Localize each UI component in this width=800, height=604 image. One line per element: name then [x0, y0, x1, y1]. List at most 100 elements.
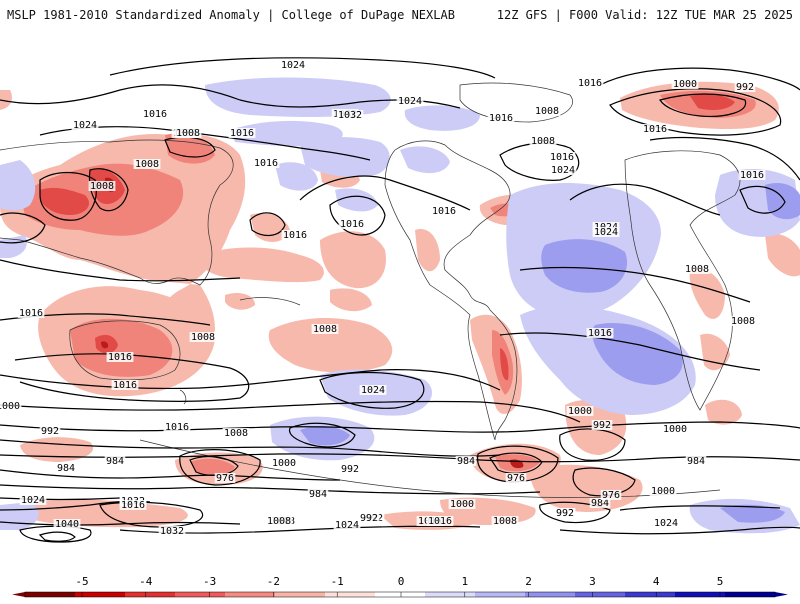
contour-label-bg [396, 96, 424, 106]
contour-label: 1016 [489, 113, 513, 124]
colorbar-segment [375, 592, 426, 597]
contour-label: 1000 [568, 406, 592, 417]
contour-label-bg [141, 109, 169, 119]
contour-label: 984 [57, 463, 75, 474]
contour-label: 992 [593, 420, 611, 431]
contour-label: 976 [602, 490, 620, 501]
contour-label-bg [589, 498, 611, 508]
contour-label: 1008 [224, 428, 248, 439]
contour-label-bg [359, 385, 387, 395]
colorbar-segment [725, 592, 776, 597]
contour-label: 1008 [535, 106, 559, 117]
contour-label-bg [189, 332, 217, 342]
contour-label-bg [88, 181, 116, 191]
contour-label-bg [106, 352, 134, 362]
colorbar-segment [575, 592, 626, 597]
contour-label: 976 [507, 473, 525, 484]
contour-label: 1040 [55, 519, 79, 530]
contour-label: 992 [736, 82, 754, 93]
colorbar-segment [425, 592, 476, 597]
contour-label-bg [455, 456, 477, 466]
contour-label: 984 [309, 489, 327, 500]
contour-label-bg [163, 422, 191, 432]
contour-label: 1000 [272, 458, 296, 469]
contour-label: 984 [457, 456, 475, 467]
contour-label-bg [339, 464, 361, 474]
contour-labels: 1024 1016 1032 1024 1016 1008 1024 1016 1008 1016… [0, 60, 766, 537]
colorbar-segment [475, 592, 526, 597]
contour-label: 1016 [740, 170, 764, 181]
contour-label-bg [566, 406, 594, 416]
contour-label-bg [491, 516, 519, 526]
contour-label: 1016 [143, 109, 167, 120]
colorbar-tick-label: 5 [717, 575, 724, 588]
contour-label: 1008 [90, 181, 114, 192]
colorbar-segment [325, 592, 376, 597]
contour-label: 1016 [121, 500, 145, 511]
contour-label-bg [119, 500, 147, 510]
contour-label-bg [661, 424, 689, 434]
contour-label-bg [0, 401, 22, 411]
positive-anomaly-shading [0, 77, 800, 534]
contour-label: 992 [556, 508, 574, 519]
contour-label: 1024 [551, 165, 575, 176]
contour-label-bg [549, 165, 577, 175]
contour-label-bg [729, 316, 757, 326]
contour-label-bg [104, 456, 126, 466]
contour-label: 1016 [550, 152, 574, 163]
contour-label: 1024 [398, 96, 422, 107]
map-title: MSLP 1981-2010 Standardized Anomaly | Co… [7, 8, 455, 22]
contour-label: 1000 [0, 401, 20, 412]
contour-label-bg [133, 159, 161, 169]
coastlines [0, 82, 741, 498]
contour-label: 1024 [281, 60, 305, 71]
contour-label: 984 [687, 456, 705, 467]
contour-label: 1016 [19, 308, 43, 319]
contour-label-bg [533, 106, 561, 116]
model-run-title: 12Z GFS | F000 Valid: 12Z TUE MAR 25 202… [496, 8, 793, 22]
contour-label: 1008 [731, 316, 755, 327]
contour-label: 1000 [450, 499, 474, 510]
contour-label-bg [734, 82, 756, 92]
contour-label: 1016 [113, 380, 137, 391]
contour-label-bg [55, 463, 77, 473]
contour-label-bg [738, 170, 766, 180]
contour-label-bg [685, 456, 707, 466]
contour-label: 1016 [578, 78, 602, 89]
contour-label: 1016 [230, 128, 254, 139]
colorbar-segment [625, 592, 676, 597]
contour-label: 1016 [643, 124, 667, 135]
contour-label-bg [591, 420, 613, 430]
contour-label: 1008 [685, 264, 709, 275]
contour-label-bg [214, 473, 236, 483]
colorbar-segment [675, 592, 726, 597]
contour-label: 1016 [254, 158, 278, 169]
contour-label-bg [641, 124, 669, 134]
contour-label-bg [358, 513, 380, 523]
contour-label-bg [554, 508, 576, 518]
colorbar-segment [525, 592, 576, 597]
contour-label-bg [487, 113, 515, 123]
colorbar: -5 -4 -3 -2 -1 0 1 2 3 4 5 [0, 570, 800, 600]
colorbar-tick-label: -2 [267, 575, 280, 588]
contour-label-bg [652, 518, 680, 528]
contour-label: 1016 [340, 219, 364, 230]
contour-label-bg [307, 489, 329, 499]
colorbar-max-arrow [775, 592, 788, 597]
contour-label-bg [174, 128, 202, 138]
contour-label-bg [671, 79, 699, 89]
contour-label-bg [576, 78, 604, 88]
contour-label: 1016 [108, 352, 132, 363]
contour-label: 1008 [176, 128, 200, 139]
contour-label: 1008 [493, 516, 517, 527]
contour-label-bg [222, 428, 250, 438]
contour-label-bg [336, 110, 364, 120]
colorbar-tick-label: 2 [525, 575, 532, 588]
contour-label: 1024 [73, 120, 97, 131]
contour-label: 1000 [651, 486, 675, 497]
contour-label: 1016 [283, 230, 307, 241]
colorbar-segment [25, 592, 76, 597]
contour-label: 1024 [335, 520, 359, 531]
contour-label-bg [19, 495, 47, 505]
contour-label-bg [333, 520, 361, 530]
